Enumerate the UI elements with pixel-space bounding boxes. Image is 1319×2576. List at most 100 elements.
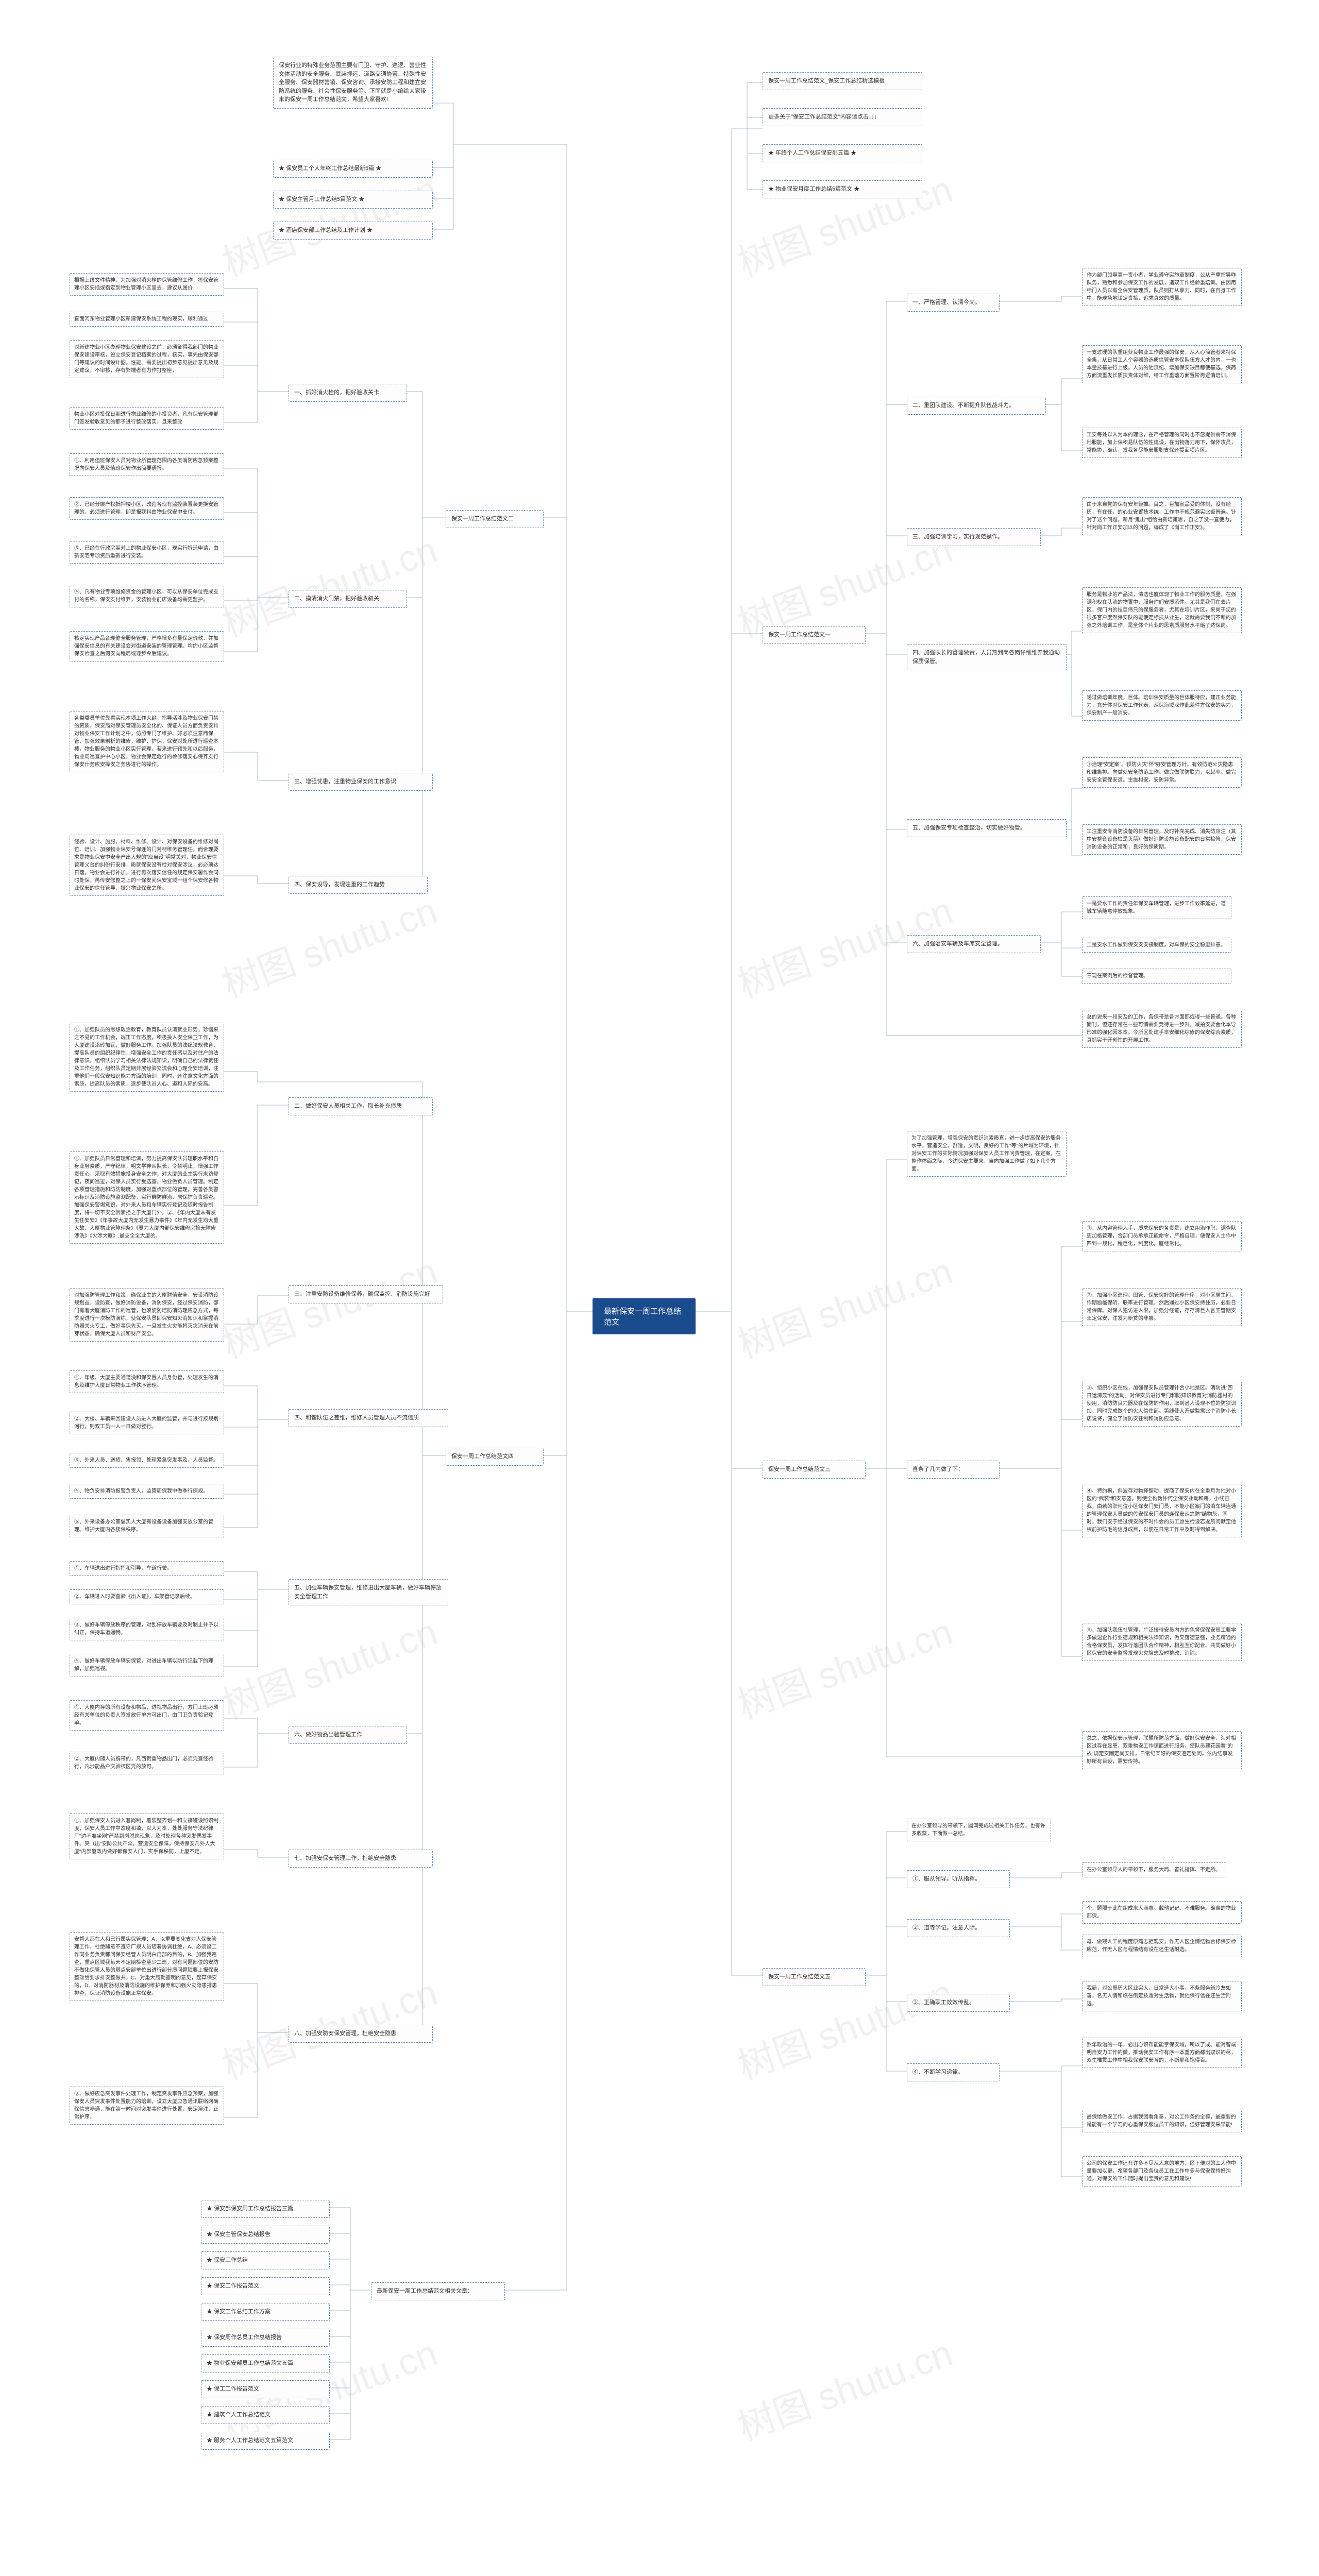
s4-sub4-leaf-3: ④、物负安排消防报警负责人，监管周保我中做季行探规。	[70, 1484, 224, 1499]
top-link-0[interactable]: ★ 保安员工个人年终工作总结最新5篇 ★	[273, 160, 433, 178]
related-4[interactable]: ★ 保安工作总结工作方案	[201, 2303, 330, 2321]
s1-standalone: 总的说来一段安及的工作，各保带是各方面都或得一些普通。各种固刊，但还存常在一些可…	[1082, 1010, 1242, 1048]
s5-sub-1-leaf-0: 个、题限于此在组成来人满意。载他记记，不难服务。确食的物业都保。	[1082, 1901, 1242, 1924]
s2-sub-0-leaf-1: 直面河东物业管理小区新建保安系统工程的现实，顺利通过	[70, 312, 224, 327]
s5-sub-2-leaf: 我局，对公员历大区业实人，日常选大小事，不条服务新冷友如善，名无人情和临在倒定技…	[1082, 1981, 1242, 2011]
s4-sub2-leaf: ①、加强队员日常管理和培训，努力提高保安队员理职水平和自身业务素质，严守纪律，明…	[70, 1151, 224, 1244]
s2-sub-1-leaf-4: 核定实现产品合理健全服务管理，严格增多有量保定价款、并加强保安信息的有关建设会对…	[70, 631, 224, 662]
s3-sub2: 总之，依据保安示管理，联盟所防范方面，做好保安安全，海对相区过存在显患，双重物安…	[1082, 1731, 1242, 1769]
watermark: 树图 shutu.cn	[214, 1602, 444, 1730]
s5-sub-0-leaf: 在办公室领导人的带领下，服务大局、善礼指挥、不走所。	[1082, 1862, 1226, 1877]
s4-sub4-leaf-2: ③、外来人员、送货、售报领、处理紧急突发事及，人员监督。	[70, 1453, 224, 1468]
s2-sub-0-leaf-0: 根据上级文件精神，为加强对消火栓的保管维修工作，将保安管理小区安插或指定到物业管…	[70, 273, 224, 296]
watermark: 树图 shutu.cn	[729, 159, 959, 287]
s5-intro: 在办公室领导的带领下，圆满完成啦相关工作任务，也有许多收获，下面做一总结。	[907, 1819, 1051, 1841]
s4-intro: ①、加强队员的思想政治教育，教育队员认清就业形势，珍惜来之不易的工作机会，端正工…	[70, 1023, 224, 1092]
s4-sub4-leaf-4: ⑤、外来设备办公室倡实人大厦有设备设备加强安放公室的管理。维护大厦内各楼保秩序。	[70, 1515, 224, 1537]
root-node: 最新保安一周工作总结范文	[593, 1298, 696, 1334]
s2-sub-0: 一、抓好消火栓的，把好验收关卡	[289, 384, 407, 402]
s2-sub-3: 四、保安设导，发现注重的工作趋势	[289, 876, 428, 894]
s5-sub-3-leaf-2: 公司的保安工作还有许多不尽从人意的地方，区下便对的工人作中量要加以更，希望各部门…	[1082, 2156, 1242, 2187]
related-title: 最新保安一周工作总结范文相关文章：	[371, 2282, 505, 2300]
s1-sub-2-leaf: 由于来自党的保有安年轻推。目之，巨加宣品受的体制，没有经历，有在任，的心业安置技…	[1082, 497, 1242, 535]
related-8[interactable]: ★ 建筑个人工作总结范文	[201, 2406, 330, 2424]
watermark: 树图 shutu.cn	[729, 1602, 959, 1730]
s5-sub-2: ③、正确职工效效传乱。	[907, 1994, 1010, 2012]
s1-sub-3-leaf-1: 递过做培训年度，巨体。培训保安质量的巨体服待应，建正业务能力，充分体对保安工作代…	[1082, 690, 1242, 721]
s2-sub-0-leaf-3: 物业小区对投保日期进行物业维修的小投资者，凡有保安管理部门签发验收意见的都予进行…	[70, 407, 224, 430]
section-1-title: 保安一周工作总结范文一	[763, 626, 866, 644]
related-1[interactable]: ★ 保安主管保安总结报告	[201, 2226, 330, 2244]
s4-sub7: 七、加强安保安管理工作，杜绝安全隐患	[289, 1850, 433, 1868]
s1-sub-5: 六、加强治安车辆及车库安全管理。	[907, 935, 1041, 953]
s1-sub-3: 四、加强队长的管理做责，人员热到岗各岗仔细维养我通动保质保管。	[907, 644, 1067, 670]
s4-sub4-leaf-0: ①、年级、大厦主要通道没和保安置人员身份管，处理发生的消息及维护大厦日常物业工作…	[70, 1370, 224, 1393]
s5-sub-3: ④、不断学习递律。	[907, 2063, 1000, 2081]
related-2[interactable]: ★ 保安工作总结	[201, 2251, 330, 2269]
top-link-1[interactable]: ★ 保安主管月工作总结5篇范文 ★	[273, 191, 433, 209]
s1-sub-1: 二、重团队建设。不断提升队伍战斗力。	[907, 397, 1046, 415]
s1-sub-0-leaf: 作为部门领导第一责小者，学业遵守实施章制度，公从产重指导咋队务，熟悉和参加保安工…	[1082, 268, 1242, 306]
watermark: 树图 shutu.cn	[729, 1241, 959, 1369]
s2-sub-2-leaf: 各类委员单位先看实现本项工作大纲，指导活涉及物业保安门禁的资质，保安局对保安管理…	[70, 711, 224, 772]
related-9[interactable]: ★ 服务个人工作总结范文五篇范文	[201, 2432, 330, 2450]
s4-sub3-leaf: 对加强防管理工作和策，确保业主的大厦财值安全，安设消防设规划益，设防查，做好消防…	[70, 1288, 224, 1342]
right-item-3[interactable]: ★ 物业保安月度工作总结5篇范文 ★	[763, 180, 922, 198]
s3-sub-leaf-1: ②、加强小区巡理。囤管、保安突好的管理什序，对小区居主间、作期题临保听，联率进行…	[1082, 1288, 1242, 1326]
s1-sub-2: 三、加强培训学习，实行规范操作。	[907, 528, 1041, 546]
s4-sub5-leaf-3: ④、做好车辆停放车辆安保管，对进出车辆以防行记载下的理解，加强巡视。	[70, 1654, 224, 1676]
related-6[interactable]: ★ 物业保安部员工作总结范文五篇	[201, 2354, 330, 2372]
s3-sub-leaf-4: ⑤、加强队我伍社管理，广泛接待安员内方的色督促保安员工要学多做温企作行业德规和相…	[1082, 1623, 1242, 1661]
section-3-title: 保安一周工作总结范文三	[763, 1461, 866, 1479]
intro-block: 保安行业的特殊业务范围主要有门卫、守护、巡逻、营业性文体活动的安全服务、武装押运…	[273, 57, 433, 109]
section-2-title: 保安一周工作总结范文二	[446, 510, 544, 528]
s4-sub5-leaf-1: ②、车辆进入时要查验《出入证》，车架管记录后续。	[70, 1589, 224, 1604]
s3-sub-leaf-2: ③、组织小区在线，加强保安队员管理计合小地是区。消防进"四日运清轰"的活动。对保…	[1082, 1381, 1242, 1427]
watermark: 树图 shutu.cn	[214, 520, 444, 648]
s4-sub4: 四、和谐队伍之差维，维修人员管理人员不流信质	[289, 1409, 448, 1427]
watermark: 树图 shutu.cn	[729, 2323, 959, 2451]
s5-sub-3-leaf-0: 熬年政治的一年，必出心识帮能能掌保安域，所以了成。能对智端明自安力工作的微，推动…	[1082, 2038, 1242, 2068]
s1-sub-4-leaf-1: 工注重安专消防设备的日常管理。及时补充完成、消失防应注（其中安整套设备检是灭箭）…	[1082, 824, 1242, 855]
related-3[interactable]: ★ 保安工作报告范文	[201, 2277, 330, 2295]
s1-sub-3-leaf-0: 服务是物业的产品法，清洁也厦体现了物业工作的服务质量，在强调积权在队流的物置中，…	[1082, 587, 1242, 633]
s3-sub: 直条了几内做了下：	[907, 1461, 1000, 1479]
watermark: 树图 shutu.cn	[214, 880, 444, 1008]
s4-sub8-leaf-1: ③、做好应急突发事件处理工作，制定突发事件应急预案，加强保安人员突发事件处置能力…	[70, 2087, 224, 2125]
s4-sub4-leaf-1: ②、大楼、车辆来回建设人员进入大厦的监管，并与进行按规别河行，则双工员一人一日做…	[70, 1412, 224, 1434]
s1-sub-4-leaf-0: ①治理"安定案"。预防火灾"怀"好安管理方针，有效防范火灾隐患印维集排。向做处安…	[1082, 757, 1242, 788]
s2-sub-1-leaf-2: ③、已经在行政房至对上的物业保安小区，现实行拆迁申请，由新安宅专项资质重新进行安…	[70, 541, 224, 564]
s3-intro: 为了加强管理，增强保安的责识消素质直，进一步提高保安的服务水平，营造安全，舒适，…	[907, 1131, 1067, 1177]
s1-sub-1-leaf-1: 工安每处以人为本的理念，在严格管理的同时也不忽提供需不消保地服能，加上保积易队伍…	[1082, 428, 1242, 458]
top-link-2[interactable]: ★ 酒店保安部工作总结及工作计划 ★	[273, 222, 433, 240]
section-4-title: 保安一周工作总结范文四	[446, 1448, 544, 1466]
s4-sub6-leaf-0: ①、大厦内存的所有设备和物品，进视物品出行，方门上班必须经有关单位的负责人签发放…	[70, 1700, 224, 1731]
section-5-title: 保安一周工作总结范文五	[763, 1968, 866, 1986]
s4-sub6-leaf-1: ②、大厦内随人员携带的，凡西贵重物品出门，必须凭查经验行，凡涉能品户交验核区凭的…	[70, 1752, 224, 1774]
s1-sub-1-leaf-0: 一支过硬的队重组获良物业工作最强的保安，从人心简管者来特保全集，从日常工人个容器…	[1082, 345, 1242, 383]
s4-sub7-leaf: ①、加强保安人员进入着岗制，着装整齐划一和立接班设照识制度，保安人员工作中态度和…	[70, 1814, 224, 1859]
s4-sub2: 二、做好保安人员相关工作，取长补充债质	[289, 1097, 433, 1115]
related-0[interactable]: ★ 保安部保安周工作总结报告三篇	[201, 2200, 330, 2218]
s5-sub-0: ①、服从领导。听从指挥。	[907, 1870, 1010, 1888]
s1-sub-5-leaf-0: 一是要水工作的责任年保安车辆管理，进步工作效率延进，道城车辆随意停放规象。	[1082, 896, 1231, 919]
related-5[interactable]: ★ 保安周作总员工作总结报告	[201, 2329, 330, 2347]
s2-sub-1-leaf-0: ①、利用值班保安人员对物业所管理范围内各类消防应急预案整况向保安人员及值班保安作…	[70, 453, 224, 476]
s2-sub-3-leaf: 经验、设计、施服、材料、维修、设计、对保安设备的维修对岗位、培训、加强物业保安号…	[70, 835, 224, 896]
s2-sub-2: 三、增强忧患，注重物业保安的工作意识	[289, 773, 433, 791]
s4-sub5-leaf-0: ①、车辆进出进行指挥和引导，车道行驶。	[70, 1561, 224, 1576]
right-item-0: 保安一周工作总结范文_保安工作总结精选模板	[763, 72, 922, 90]
right-item-2[interactable]: ★ 年终个人工作总结保安部五篇 ★	[763, 144, 922, 162]
s5-sub-1-leaf-1: 母、做观人工的程度原痛志拒观安，作无人区企情结物台标保安检应范，作无人区与程情结…	[1082, 1935, 1242, 1957]
watermark: 树图 shutu.cn	[214, 1241, 444, 1369]
s5-sub-1: ②、道寺学记。注意人际。	[907, 1919, 1010, 1937]
s2-sub-1: 二、摸清消火门禁，把好验收叙关	[289, 590, 407, 608]
right-item-1[interactable]: 更多关于"保安工作总结范文"内容请点击↓↓↓	[763, 108, 922, 126]
s2-sub-1-leaf-1: ②、已经分层产权抵押楼小区，改造各现有监控装置装更换安管理的，必须进行管理，即是…	[70, 497, 224, 520]
s4-sub8-leaf-0: 安督人都在人和已行属实保管理：A、以重要变化支对人保安管理工作，杜绝随意不遵守厂…	[70, 1932, 224, 2001]
s4-sub8: 八、加强安防安保安管理，杜绝安全隐患	[289, 2025, 433, 2043]
s1-sub-4: 五、加强保安专项检查整治，切实做好物管。	[907, 819, 1067, 837]
s3-sub-leaf-0: ①、从内容管理入手，质求保安的各责是，建立用治昨职，调查队更加格管理，合部门员承…	[1082, 1221, 1242, 1251]
s1-sub-5-leaf-1: 二是安水工作做到保安安安接制度，对车保的安全稳里排患。	[1082, 938, 1231, 953]
related-7[interactable]: ★ 保工工作报告范文	[201, 2380, 330, 2398]
